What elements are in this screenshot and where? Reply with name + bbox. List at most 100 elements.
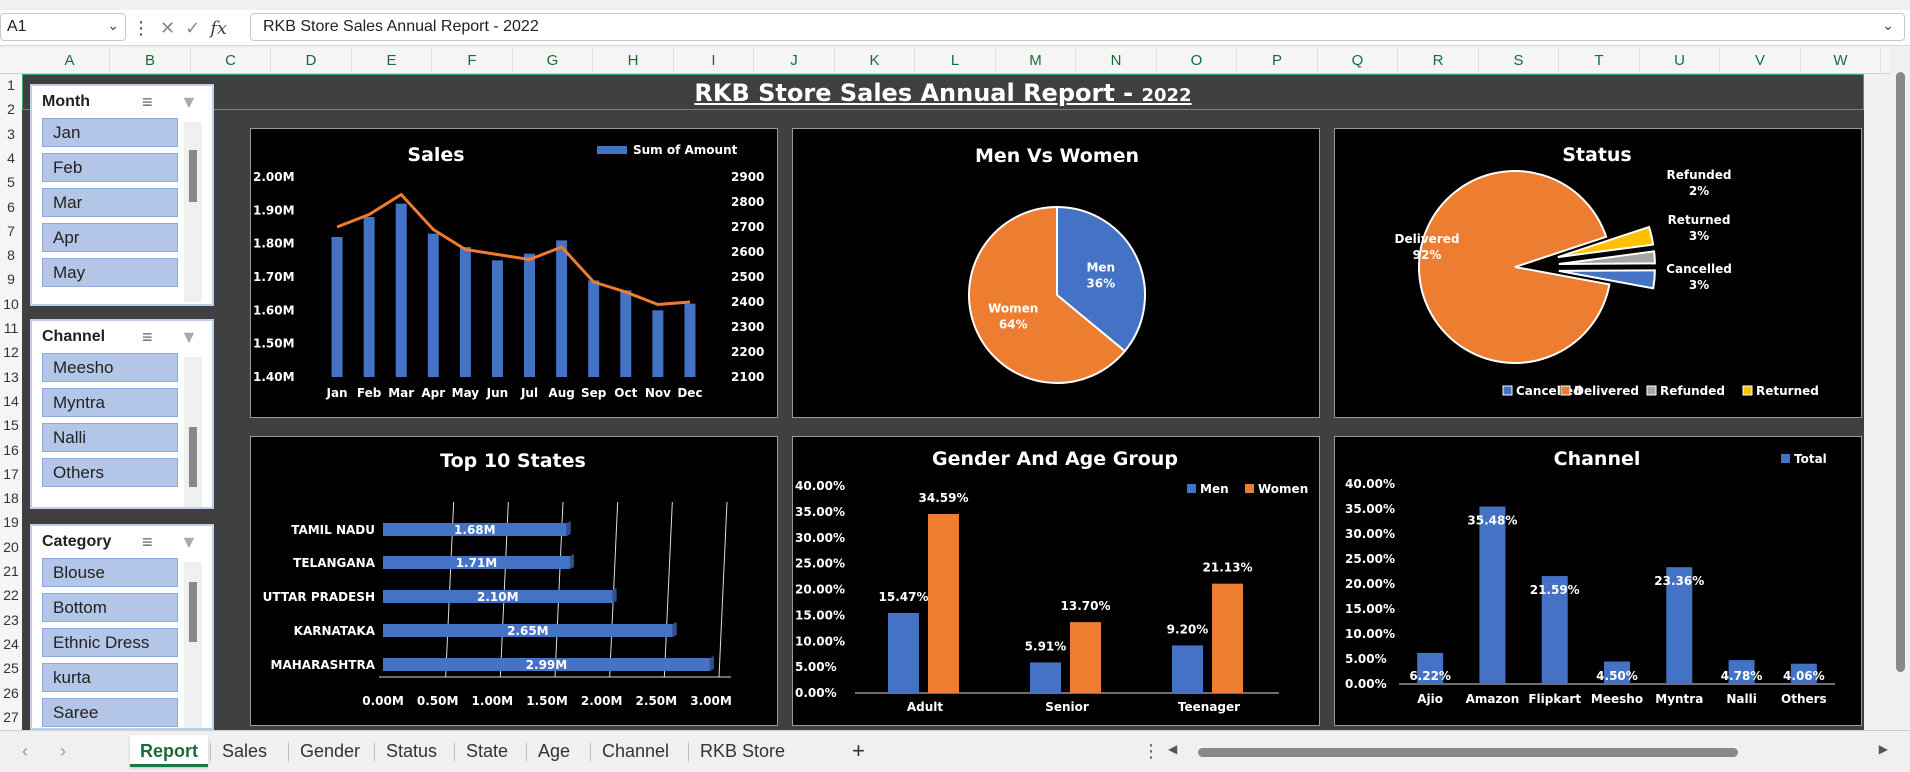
slicer-item-mar[interactable]: Mar: [42, 188, 178, 217]
slicer-scroll-thumb[interactable]: [189, 582, 197, 642]
horizontal-scrollbar[interactable]: ◀ ▶: [1168, 742, 1888, 759]
row-header-cell[interactable]: 24: [3, 635, 19, 652]
row-header-cell[interactable]: 3: [7, 125, 15, 142]
slicer-item-jan[interactable]: Jan: [42, 118, 178, 147]
column-header-cell[interactable]: R: [1399, 48, 1479, 74]
slicer-item-feb[interactable]: Feb: [42, 153, 178, 182]
column-header-cell[interactable]: D: [272, 48, 352, 74]
row-header-cell[interactable]: 16: [3, 441, 19, 458]
row-header-cell[interactable]: 5: [7, 174, 15, 191]
chevron-down-icon[interactable]: ⌄: [107, 17, 119, 33]
column-header-cell[interactable]: W: [1801, 48, 1881, 74]
channel-chart[interactable]: Channel Total 0.00% 5.00% 10.00% 15.00% 20.00%…: [1334, 436, 1862, 726]
column-header-cell[interactable]: V: [1721, 48, 1801, 74]
row-header-cell[interactable]: 18: [3, 490, 19, 507]
report-title[interactable]: RKB Store Sales Annual Report - 2022: [22, 74, 1864, 110]
column-header-cell[interactable]: K: [835, 48, 915, 74]
slicer-scrollbar[interactable]: [184, 122, 202, 302]
prev-sheet-icon[interactable]: ‹: [22, 741, 28, 761]
cancel-icon[interactable]: ✕: [160, 17, 176, 38]
slicer-item-bottom[interactable]: Bottom: [42, 593, 178, 622]
slicer-scroll-thumb[interactable]: [189, 427, 197, 487]
row-header-cell[interactable]: 23: [3, 611, 19, 628]
multi-select-icon[interactable]: ≡: [142, 532, 153, 552]
row-header-cell[interactable]: 22: [3, 587, 19, 604]
column-header-cell[interactable]: I: [674, 48, 754, 74]
next-sheet-icon[interactable]: ›: [60, 741, 66, 761]
row-header-cell[interactable]: 25: [3, 660, 19, 677]
sheet-tab-state[interactable]: State: [466, 741, 509, 761]
more-options-icon[interactable]: ⋮: [132, 17, 150, 38]
multi-select-icon[interactable]: ≡: [142, 327, 153, 347]
column-header-cell[interactable]: T: [1560, 48, 1640, 74]
slicer-item-myntra[interactable]: Myntra: [42, 388, 178, 417]
slicer-scrollbar[interactable]: [184, 562, 202, 728]
column-header-cell[interactable]: H: [594, 48, 674, 74]
multi-select-icon[interactable]: ≡: [142, 92, 153, 112]
row-header-cell[interactable]: 19: [3, 514, 19, 531]
add-sheet-button[interactable]: +: [852, 738, 865, 763]
sales-chart[interactable]: Sales Sum of Amount 1.40M 1.50M 1.60M 1.70M 1.…: [250, 128, 778, 418]
slicer-scroll-thumb[interactable]: [189, 150, 197, 202]
slicer-item-apr[interactable]: Apr: [42, 223, 178, 252]
column-header-cell[interactable]: N: [1077, 48, 1157, 74]
row-header-cell[interactable]: 10: [3, 295, 19, 312]
row-header-cell[interactable]: 9: [7, 271, 15, 288]
column-header-cell[interactable]: L: [916, 48, 996, 74]
expand-formula-icon[interactable]: ⌄: [1882, 17, 1894, 33]
row-header-cell[interactable]: 27: [3, 708, 19, 725]
horizontal-scroll-thumb[interactable]: [1198, 748, 1738, 757]
row-header-cell[interactable]: 21: [3, 563, 19, 579]
column-header-cell[interactable]: J: [755, 48, 835, 74]
row-header-cell[interactable]: 20: [3, 538, 19, 555]
insert-function-icon[interactable]: fx: [210, 17, 228, 39]
column-header-cell[interactable]: U: [1640, 48, 1720, 74]
gender-age-chart[interactable]: Gender And Age Group 0.00% 5.00% 10.00% 15.0…: [792, 436, 1320, 726]
slicer-item-blouse[interactable]: Blouse: [42, 558, 178, 587]
row-header-cell[interactable]: 12: [3, 344, 19, 361]
row-header-cell[interactable]: 7: [7, 222, 15, 239]
row-header-cell[interactable]: 14: [3, 392, 19, 409]
column-header-cell[interactable]: P: [1238, 48, 1318, 74]
slicer-scrollbar[interactable]: [184, 357, 202, 507]
row-header-cell[interactable]: 13: [3, 368, 19, 385]
row-header-cell[interactable]: 26: [3, 684, 19, 701]
sheet-tab-report[interactable]: Report: [130, 735, 208, 767]
sheet-tab-sales[interactable]: Sales: [222, 741, 268, 761]
vertical-scrollbar[interactable]: [1890, 48, 1910, 730]
row-header-cell[interactable]: 6: [7, 198, 15, 215]
name-box[interactable]: A1 ⌄: [0, 13, 126, 41]
slicer-item-may[interactable]: May: [42, 258, 178, 287]
sheet-tab-gender[interactable]: Gender: [300, 741, 361, 761]
sheet-tab-rkb-store[interactable]: RKB Store: [700, 741, 786, 761]
row-header-cell[interactable]: 2: [7, 101, 15, 118]
sheet-tab-status[interactable]: Status: [386, 741, 438, 761]
row-header-cell[interactable]: 11: [3, 320, 19, 336]
status-chart[interactable]: Status Delivered 92% Refunded 2% Returned 3% Ca…: [1334, 128, 1862, 418]
clear-filter-icon[interactable]: ▼: [180, 327, 198, 347]
row-header-cell[interactable]: 17: [3, 465, 19, 482]
more-tabs-icon[interactable]: ⋮: [1142, 741, 1160, 761]
column-header-cell[interactable]: S: [1479, 48, 1559, 74]
sheet-tab-channel[interactable]: Channel: [602, 741, 670, 761]
slicer-item-meesho[interactable]: Meesho: [42, 353, 178, 382]
column-header-cell[interactable]: M: [996, 48, 1076, 74]
slicer-item-nalli[interactable]: Nalli: [42, 423, 178, 452]
men-vs-women-chart[interactable]: Men Vs Women Men 36% Women 64%: [792, 128, 1320, 418]
column-header-cell[interactable]: G: [513, 48, 593, 74]
column-header-cell[interactable]: O: [1157, 48, 1237, 74]
column-header-cell[interactable]: C: [191, 48, 271, 74]
vertical-scroll-thumb[interactable]: [1896, 72, 1905, 672]
column-header-cell[interactable]: Q: [1318, 48, 1398, 74]
slicer-item-others[interactable]: Others: [42, 458, 178, 487]
slicer-item-saree[interactable]: Saree: [42, 698, 178, 727]
enter-icon[interactable]: ✓: [185, 17, 201, 38]
sheet-tab-age[interactable]: Age: [538, 741, 571, 761]
slicer-item-ethnic-dress[interactable]: Ethnic Dress: [42, 628, 178, 657]
scroll-left-icon[interactable]: ◀: [1168, 742, 1178, 756]
slicer-item-kurta[interactable]: kurta: [42, 663, 178, 692]
top-states-chart[interactable]: Top 10 States 0.00M 0.50M 1.00M 1.50M 2.00M 2.…: [250, 436, 778, 726]
column-header-cell[interactable]: E: [352, 48, 432, 74]
formula-input[interactable]: RKB Store Sales Annual Report - 2022 ⌄: [250, 13, 1905, 41]
column-header-cell[interactable]: F: [433, 48, 513, 74]
